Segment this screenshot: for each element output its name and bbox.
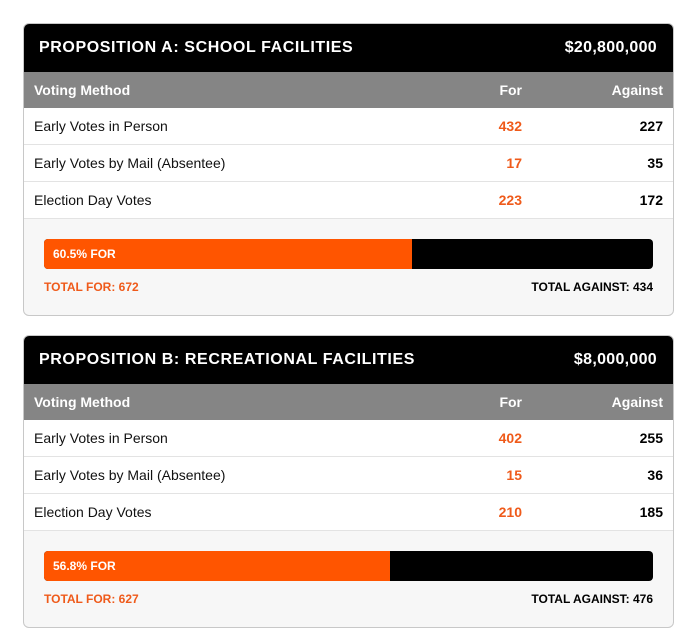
- table-row: Election Day Votes 210 185: [24, 493, 673, 531]
- column-header-against: Against: [611, 82, 663, 98]
- proposition-a-total-against: TOTAL AGAINST: 434: [531, 280, 653, 294]
- proposition-b-results-table: Voting Method For Against Early Votes in…: [24, 384, 673, 531]
- proposition-b-total-against: TOTAL AGAINST: 476: [531, 592, 653, 606]
- table-row: Early Votes in Person 402 255: [24, 420, 673, 457]
- table-header-row: Voting Method For Against: [24, 72, 673, 108]
- table-row: Early Votes in Person 432 227: [24, 108, 673, 145]
- proposition-a-results-table: Voting Method For Against Early Votes in…: [24, 72, 673, 219]
- row-voting-method: Election Day Votes: [24, 181, 402, 219]
- row-against-count: 36: [526, 456, 673, 494]
- column-header-voting-method: Voting Method: [34, 394, 131, 410]
- row-for-count: 402: [402, 420, 526, 457]
- proposition-a-result-bar: 60.5% FOR: [44, 239, 653, 269]
- table-row: Early Votes by Mail (Absentee) 17 35: [24, 144, 673, 182]
- row-against-count: 255: [526, 420, 673, 457]
- row-voting-method: Election Day Votes: [24, 493, 402, 531]
- proposition-b-total-for: TOTAL FOR: 627: [44, 592, 139, 606]
- column-header-against: Against: [611, 394, 663, 410]
- column-header-for: For: [499, 82, 522, 98]
- proposition-a-for-fill: [44, 239, 413, 269]
- row-against-count: 227: [526, 108, 673, 145]
- row-voting-method: Early Votes in Person: [24, 420, 402, 457]
- row-against-count: 185: [526, 493, 673, 531]
- row-for-count: 15: [402, 456, 526, 494]
- proposition-a-total-for: TOTAL FOR: 672: [44, 280, 139, 294]
- proposition-b-summary: 56.8% FOR TOTAL FOR: 627 TOTAL AGAINST: …: [24, 531, 673, 606]
- proposition-a-amount: $20,800,000: [564, 39, 657, 56]
- column-header-voting-method: Voting Method: [34, 82, 131, 98]
- proposition-a-title: PROPOSITION A: SCHOOL FACILITIES: [39, 39, 354, 56]
- proposition-a-header: PROPOSITION A: SCHOOL FACILITIES $20,800…: [24, 24, 673, 72]
- row-voting-method: Early Votes by Mail (Absentee): [24, 456, 402, 494]
- proposition-b-title: PROPOSITION B: RECREATIONAL FACILITIES: [39, 351, 416, 368]
- proposition-b-card: PROPOSITION B: RECREATIONAL FACILITIES $…: [23, 335, 674, 628]
- proposition-b-header: PROPOSITION B: RECREATIONAL FACILITIES $…: [24, 336, 673, 384]
- row-voting-method: Early Votes in Person: [24, 108, 402, 145]
- row-against-count: 35: [526, 144, 673, 182]
- proposition-a-percent-label: 60.5% FOR: [53, 247, 116, 261]
- row-for-count: 223: [402, 181, 526, 219]
- table-row: Early Votes by Mail (Absentee) 15 36: [24, 456, 673, 494]
- row-for-count: 210: [402, 493, 526, 531]
- table-header-row: Voting Method For Against: [24, 384, 673, 420]
- proposition-b-percent-label: 56.8% FOR: [53, 559, 116, 573]
- table-row: Election Day Votes 223 172: [24, 181, 673, 219]
- proposition-b-result-bar: 56.8% FOR: [44, 551, 653, 581]
- proposition-b-for-fill: [44, 551, 390, 581]
- proposition-b-amount: $8,000,000: [573, 351, 657, 368]
- row-against-count: 172: [526, 181, 673, 219]
- proposition-a-card: PROPOSITION A: SCHOOL FACILITIES $20,800…: [23, 23, 674, 316]
- row-voting-method: Early Votes by Mail (Absentee): [24, 144, 402, 182]
- proposition-a-summary: 60.5% FOR TOTAL FOR: 672 TOTAL AGAINST: …: [24, 219, 673, 294]
- row-for-count: 17: [402, 144, 526, 182]
- column-header-for: For: [499, 394, 522, 410]
- row-for-count: 432: [402, 108, 526, 145]
